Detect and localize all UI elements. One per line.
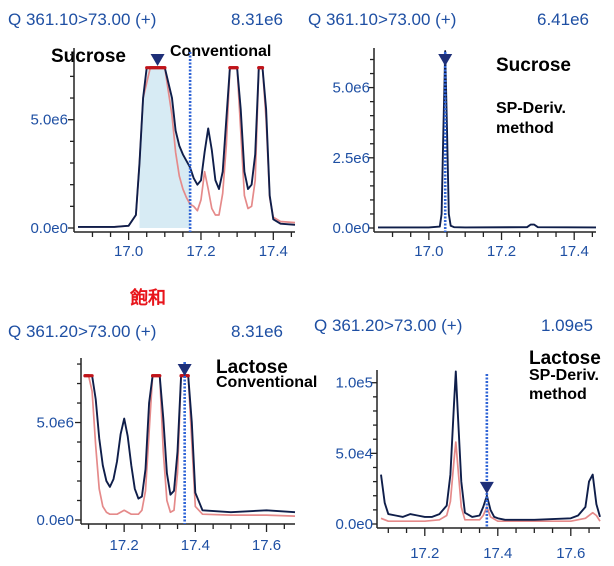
dark-trace — [380, 370, 601, 521]
panel4-transition: Q 361.20>73.00 (+) — [314, 316, 462, 335]
y-tick-label: 5.0e6 — [30, 112, 68, 129]
panel4-intensity: 1.09e5 — [541, 316, 593, 335]
panel3-intensity: 8.31e6 — [231, 322, 283, 341]
x-tick-label: 17.4 — [560, 243, 589, 260]
panel4-plot: 17.2 17.4 17.6 0.0e0 5.0e4 1.0e5 — [335, 370, 601, 562]
peak-marker-icon — [479, 481, 494, 494]
x-tick-label: 17.0 — [114, 243, 143, 260]
saturation-label: 飽和 — [129, 287, 166, 308]
panel3-method-label: Conventional — [216, 374, 317, 391]
panel-sucrose-conventional: Q 361.10>73.00 (+) 8.31e6 Sucrose Conven… — [8, 10, 296, 260]
panel3-transition: Q 361.20>73.00 (+) — [8, 322, 156, 341]
y-tick-label: 0.0e0 — [36, 512, 74, 529]
panel2-method-label-2: method — [496, 120, 554, 137]
panel1-transition: Q 361.10>73.00 (+) — [8, 10, 156, 29]
dark-trace — [85, 374, 296, 514]
peak-marker-icon — [150, 54, 165, 66]
x-tick-label: 17.6 — [252, 537, 281, 554]
panel2-plot: 17.0 17.2 17.4 0.0e0 2.5e6 5.0e6 — [332, 48, 597, 260]
y-tick-label: 5.0e6 — [36, 415, 74, 432]
x-tick-label: 17.2 — [487, 243, 516, 260]
panel2-compound-label: Sucrose — [496, 55, 571, 76]
peak-marker-icon — [438, 54, 453, 66]
panel1-compound-label: Sucrose — [51, 46, 126, 67]
y-tick-label: 2.5e6 — [332, 150, 370, 167]
panel2-method-label-1: SP-Deriv. — [496, 100, 566, 117]
panel1-plot: 17.0 17.2 17.4 0.0e0 5.0e6 — [30, 48, 296, 260]
x-tick-label: 17.2 — [410, 545, 439, 561]
panel3-plot: 17.2 17.4 17.6 0.0e0 5.0e6 — [36, 358, 296, 554]
panel4-compound-label: Lactose — [529, 348, 601, 369]
x-tick-label: 17.2 — [110, 537, 139, 554]
panel-sucrose-spderiv: Q 361.10>73.00 (+) 6.41e6 Sucrose SP-Der… — [308, 10, 597, 260]
x-tick-label: 17.4 — [259, 243, 288, 260]
panel1-method-label: Conventional — [170, 43, 271, 60]
panel-lactose-conventional: Q 361.20>73.00 (+) 8.31e6 Lactose Conven… — [8, 322, 317, 554]
panel2-intensity: 6.41e6 — [537, 10, 589, 29]
peak-marker-icon — [177, 364, 192, 376]
y-tick-label: 0.0e0 — [30, 220, 68, 237]
y-tick-label: 0.0e0 — [335, 516, 373, 533]
x-tick-label: 17.6 — [556, 545, 585, 561]
panel4-method-label-1: SP-Deriv. — [529, 367, 599, 384]
panel3-compound-label: Lactose — [216, 357, 288, 378]
x-tick-label: 17.2 — [186, 243, 215, 260]
panel-lactose-spderiv: Q 361.20>73.00 (+) 1.09e5 Lactose SP-Der… — [314, 316, 601, 562]
x-tick-label: 17.4 — [483, 545, 512, 561]
y-tick-label: 5.0e4 — [335, 445, 373, 462]
y-tick-label: 0.0e0 — [332, 220, 370, 237]
light-trace — [380, 441, 601, 523]
x-tick-label: 17.0 — [414, 243, 443, 260]
y-tick-label: 1.0e5 — [335, 375, 373, 392]
dark-trace — [378, 50, 597, 229]
shaded-peak-area — [139, 67, 191, 228]
y-tick-label: 5.0e6 — [332, 80, 370, 97]
panel1-intensity: 8.31e6 — [231, 10, 283, 29]
panel4-method-label-2: method — [529, 386, 587, 403]
x-tick-label: 17.4 — [181, 537, 210, 554]
panel2-transition: Q 361.10>73.00 (+) — [308, 10, 456, 29]
